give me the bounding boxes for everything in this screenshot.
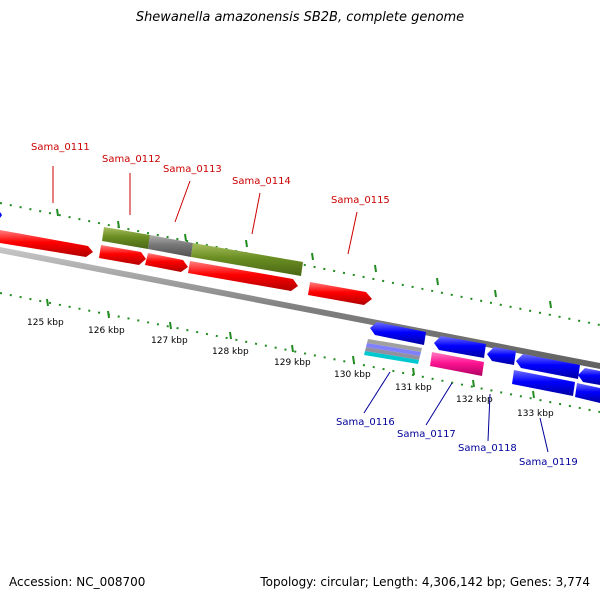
label-sama-0117: Sama_0117 [397, 429, 456, 440]
gene-blue-1 [370, 322, 426, 345]
accession-text: Accession: NC_008700 [9, 575, 146, 589]
gene-sama-0118 [487, 347, 516, 365]
scale-label: 125 kbp [27, 318, 64, 328]
gene-blue-2 [434, 336, 486, 358]
reverse-genes [364, 322, 600, 403]
scale-labels: 125 kbp 126 kbp 127 kbp 128 kbp 129 kbp … [27, 318, 554, 419]
genome-summary-text: Topology: circular; Length: 4,306,142 bp… [260, 575, 590, 589]
tick-track-top [0, 202, 600, 326]
gene-sama-0117 [430, 352, 484, 376]
label-sama-0112: Sama_0112 [102, 154, 161, 165]
label-sama-0113: Sama_0113 [163, 164, 222, 175]
bottom-gene-labels: Sama_0116 Sama_0117 Sama_0118 Sama_0119 [336, 371, 578, 468]
scale-label: 130 kbp [334, 370, 371, 380]
forward-genes-row2 [99, 245, 372, 305]
gene-red-2 [99, 245, 146, 265]
forward-genes-row1 [0, 227, 303, 276]
gene-grey-1 [148, 235, 193, 257]
gene-sama-0116-rna [364, 339, 422, 364]
gene-red-3 [145, 253, 188, 272]
gene-red-4 [188, 261, 298, 291]
label-sama-0116: Sama_0116 [336, 417, 395, 428]
tick-track-bottom [0, 292, 600, 413]
gene-sama-0111-arrow [0, 230, 93, 257]
scale-label: 132 kbp [456, 395, 493, 405]
scale-label: 131 kbp [395, 383, 432, 393]
label-sama-0118: Sama_0118 [458, 443, 517, 454]
scale-label: 127 kbp [151, 336, 188, 346]
scale-label: 126 kbp [88, 326, 125, 336]
label-sama-0119: Sama_0119 [519, 457, 578, 468]
gene-sama-0115 [308, 282, 372, 305]
gene-olive-2 [191, 243, 303, 276]
top-gene-labels: Sama_0111 Sama_0112 Sama_0113 Sama_0114 … [31, 142, 390, 255]
gene-edge-blue [0, 212, 2, 218]
gene-blue-5 [578, 368, 600, 385]
label-sama-0114: Sama_0114 [232, 176, 291, 187]
scale-label: 128 kbp [212, 347, 249, 357]
gene-sama-0119 [512, 370, 575, 396]
map-title: Shewanella amazonensis SB2B, complete ge… [135, 10, 465, 25]
scale-label: 133 kbp [517, 409, 554, 419]
gene-olive-1 [102, 227, 150, 249]
label-sama-0111: Sama_0111 [31, 142, 90, 153]
gene-blue-4 [516, 354, 580, 379]
label-sama-0115: Sama_0115 [331, 195, 390, 206]
gene-blue-7 [575, 383, 600, 403]
scale-label: 129 kbp [274, 358, 311, 368]
